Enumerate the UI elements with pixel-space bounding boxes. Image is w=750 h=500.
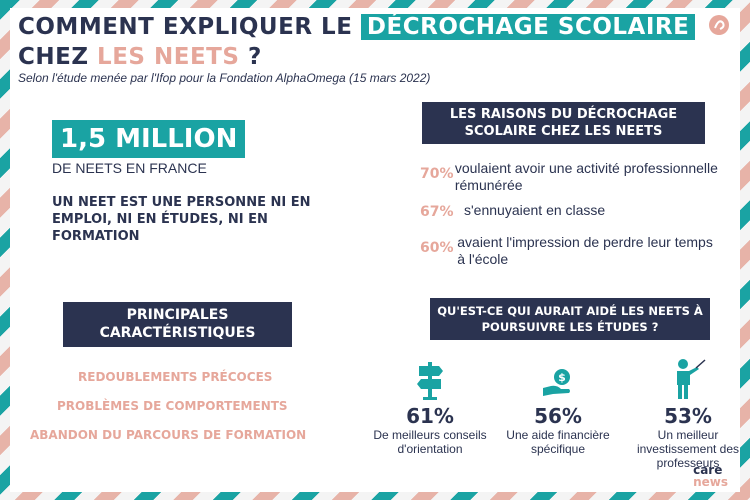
help-label: Un meilleur investissement des professeu…	[636, 428, 740, 470]
reason-text: voulaient avoir une activité professionn…	[454, 160, 718, 193]
help-percent: 53%	[664, 404, 712, 428]
page-title-line-2: CHEZ LES NEETS ?	[18, 44, 262, 70]
signpost-icon	[417, 362, 443, 400]
reason-percent: 67%	[420, 204, 454, 220]
characteristics-heading: PRINCIPALES CARACTÉRISTIQUES	[63, 302, 292, 347]
characteristic-item: REDOUBLEMENTS PRÉCOCES	[78, 370, 273, 384]
title-prefix: COMMENT EXPLIQUER LE	[18, 14, 353, 40]
characteristic-item: PROBLÈMES DE COMPORTEMENTS	[57, 399, 288, 413]
reason-item: 60% avaient l'impression de perdre leur …	[420, 234, 720, 268]
infographic-card: COMMENT EXPLIQUER LE DÉCROCHAGE SCOLAIRE…	[10, 8, 740, 492]
help-heading: QU'EST-CE QUI AURAIT AIDÉ LES NEETS À PO…	[430, 298, 710, 340]
money-hand-icon: $	[543, 369, 570, 396]
brand-line-2: news	[693, 475, 728, 489]
page-title-line-1: COMMENT EXPLIQUER LE DÉCROCHAGE SCOLAIRE	[18, 14, 696, 40]
reason-percent: 70%	[420, 166, 454, 182]
help-item: 53% Un meilleur investissement des profe…	[618, 358, 750, 470]
help-item: $ 56% Une aide financière spécifique	[488, 358, 628, 456]
characteristic-item: ABANDON DU PARCOURS DE FORMATION	[30, 428, 307, 442]
brand-line-1: care	[693, 463, 723, 477]
reason-percent: 60%	[420, 240, 454, 256]
reason-text: avaient l'impression de perdre leur temp…	[457, 234, 713, 267]
help-label: Une aide financière spécifique	[506, 428, 610, 456]
help-percent: 56%	[534, 404, 582, 428]
title-prefix-2: CHEZ	[18, 44, 89, 70]
reasons-heading: LES RAISONS DU DÉCROCHAGE SCOLAIRE CHEZ …	[422, 102, 705, 144]
headline-stat-caption: DE NEETS EN FRANCE	[52, 160, 207, 176]
help-label: De meilleurs conseils d'orientation	[373, 428, 487, 456]
reason-item: 67% s'ennuyaient en classe	[420, 202, 720, 220]
carenews-logo-icon	[709, 15, 729, 35]
subtitle: Selon l'étude menée par l'Ifop pour la F…	[18, 71, 431, 85]
title-suffix: ?	[247, 44, 262, 70]
neet-definition: UN NEET EST UNE PERSONNE NI EN EMPLOI, N…	[52, 195, 311, 244]
help-percent: 61%	[406, 404, 454, 428]
help-item: 61% De meilleurs conseils d'orientation	[360, 358, 500, 456]
title-highlight: DÉCROCHAGE SCOLAIRE	[360, 14, 696, 40]
reason-item: 70% voulaient avoir une activité profess…	[420, 160, 720, 194]
headline-stat: 1,5 MILLION	[52, 120, 246, 158]
title-highlight-2: LES NEETS	[97, 44, 240, 70]
svg-text:$: $	[558, 371, 566, 384]
teacher-icon	[677, 359, 706, 399]
brand-logo: care news	[693, 464, 728, 488]
reason-text: s'ennuyaient en classe	[464, 202, 606, 218]
